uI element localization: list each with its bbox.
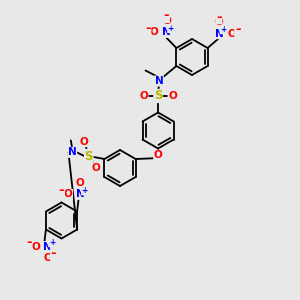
Text: -: -: [164, 9, 169, 22]
Text: O: O: [64, 189, 73, 200]
Text: O: O: [168, 91, 177, 101]
Text: S: S: [85, 149, 93, 163]
Text: O: O: [80, 136, 89, 147]
Text: O: O: [76, 178, 85, 188]
Text: -: -: [26, 236, 32, 249]
Text: -: -: [216, 11, 222, 24]
Text: O: O: [92, 163, 101, 173]
Text: O: O: [139, 91, 148, 101]
Text: -: -: [51, 247, 56, 260]
Text: O: O: [162, 16, 171, 26]
Text: S: S: [154, 89, 162, 103]
Text: -: -: [145, 22, 151, 35]
Text: +: +: [82, 186, 88, 195]
Text: O: O: [154, 150, 163, 160]
Text: N: N: [154, 76, 164, 86]
Text: +: +: [168, 24, 174, 33]
Text: O: O: [43, 253, 52, 263]
Text: -: -: [235, 23, 240, 36]
Text: O: O: [31, 242, 40, 252]
Text: N: N: [214, 28, 224, 39]
Text: -: -: [59, 184, 64, 197]
Text: N: N: [76, 189, 85, 200]
Text: O: O: [227, 28, 236, 39]
Text: N: N: [68, 147, 77, 158]
Text: O: O: [214, 17, 224, 27]
Text: O: O: [149, 27, 158, 38]
Text: +: +: [49, 238, 55, 247]
Text: +: +: [220, 25, 226, 34]
Text: N: N: [43, 242, 52, 252]
Text: N: N: [162, 27, 171, 38]
